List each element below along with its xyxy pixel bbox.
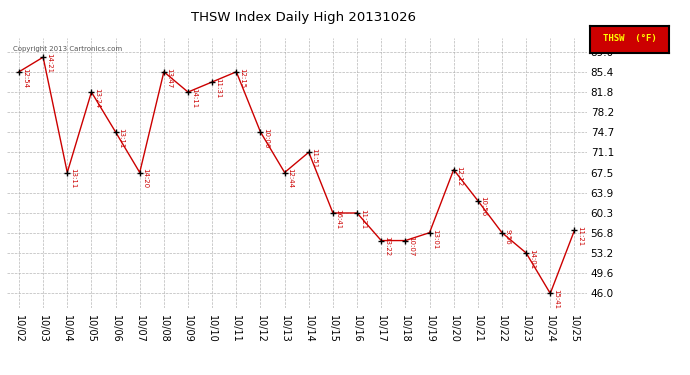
Text: 9:56: 9:56 <box>505 228 511 244</box>
Text: 16:41: 16:41 <box>336 209 342 229</box>
Text: THSW  (°F): THSW (°F) <box>603 34 656 44</box>
Text: 15:41: 15:41 <box>553 289 559 309</box>
Text: 11:51: 11:51 <box>312 148 317 168</box>
Text: 10:07: 10:07 <box>408 236 414 257</box>
Text: 11:21: 11:21 <box>360 209 366 229</box>
Text: 11:31: 11:31 <box>215 78 221 98</box>
Text: 10:06: 10:06 <box>264 128 269 148</box>
Text: 12:15: 12:15 <box>239 68 245 88</box>
Text: 13:11: 13:11 <box>119 128 124 148</box>
Text: 13:22: 13:22 <box>384 236 390 256</box>
Text: 11:21: 11:21 <box>578 226 583 246</box>
Text: 12:12: 12:12 <box>457 165 462 186</box>
Text: 12:44: 12:44 <box>288 168 293 188</box>
Text: 13:01: 13:01 <box>433 228 438 249</box>
Text: 14:01: 14:01 <box>529 249 535 269</box>
Text: 14:11: 14:11 <box>191 88 197 108</box>
Text: 10:56: 10:56 <box>481 196 486 217</box>
Text: 13:47: 13:47 <box>167 68 172 88</box>
Text: Copyright 2013 Cartronics.com: Copyright 2013 Cartronics.com <box>12 46 122 52</box>
Text: 14:21: 14:21 <box>46 53 52 73</box>
Text: 12:54: 12:54 <box>22 68 28 88</box>
Text: 13:11: 13:11 <box>70 168 76 189</box>
Text: 14:20: 14:20 <box>143 168 148 189</box>
Text: 13:24: 13:24 <box>95 88 100 108</box>
Text: THSW Index Daily High 20131026: THSW Index Daily High 20131026 <box>191 11 416 24</box>
